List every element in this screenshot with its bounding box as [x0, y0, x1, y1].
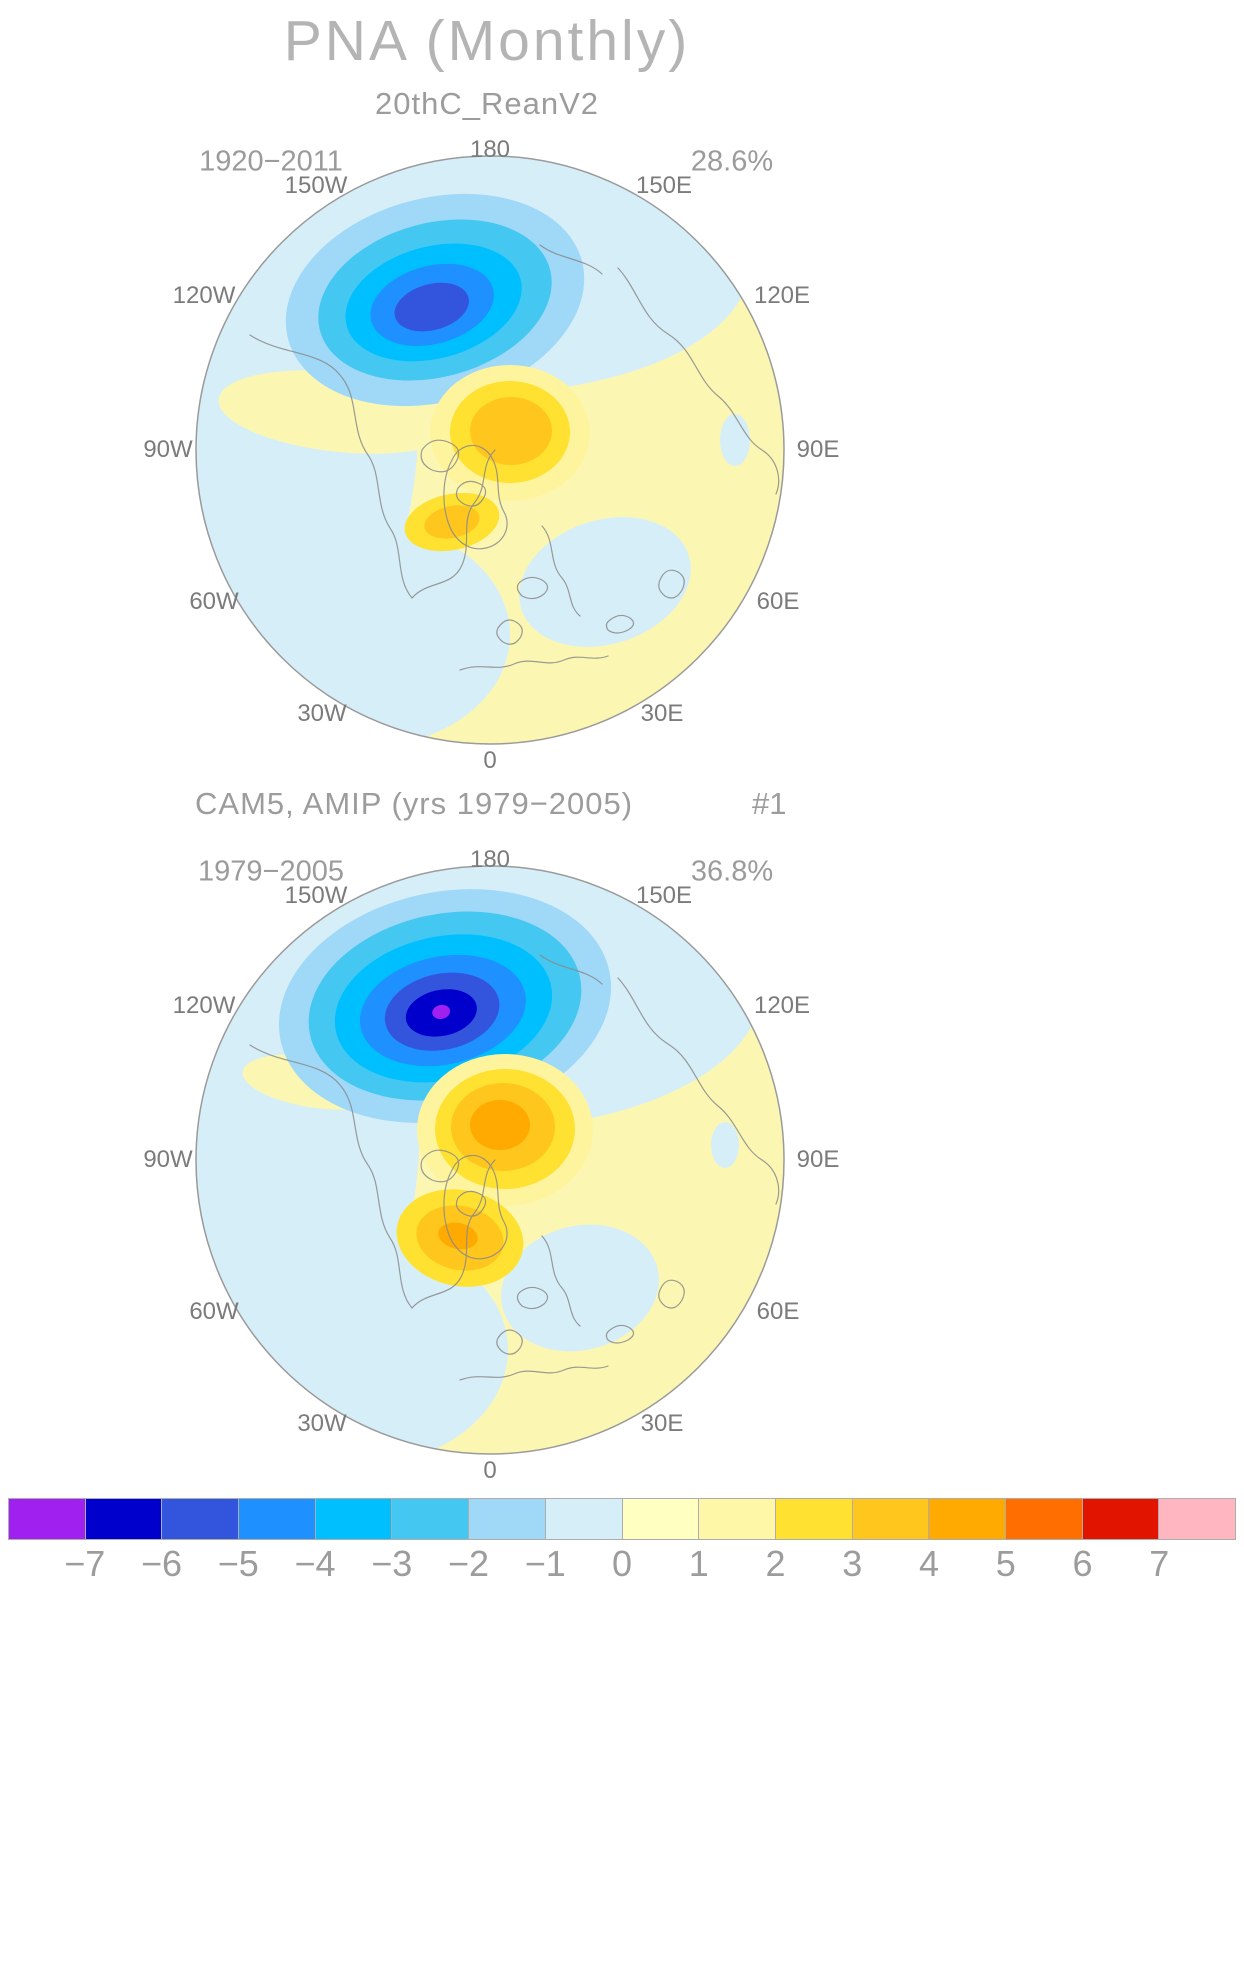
colorbar-tick-label: 3 — [842, 1543, 863, 1584]
colorbar-cell — [1158, 1498, 1236, 1540]
panel1-subtitle: 20thC_ReanV2 — [375, 86, 599, 121]
colorbar-tick-label: −4 — [294, 1543, 336, 1584]
colorbar-cell — [544, 1498, 623, 1540]
lon-label: 150W — [284, 882, 348, 909]
lon-label: 150E — [635, 882, 693, 909]
lon-label: 150E — [635, 172, 693, 199]
colorbar-cell — [1004, 1498, 1083, 1540]
extreme-negative-dot — [432, 1004, 451, 1020]
lon-label: 60E — [756, 588, 800, 615]
colorbar-cell — [391, 1498, 470, 1540]
colorbar-cell — [161, 1498, 240, 1540]
lon-label: 180 — [469, 136, 511, 163]
panel1-variance: 28.6% — [690, 145, 774, 178]
colorbar-tick-label: −7 — [64, 1543, 106, 1584]
map-boundary — [195, 155, 785, 745]
map-20thc-reanv2 — [195, 155, 785, 745]
lon-label: 120E — [753, 282, 811, 309]
colorbar-cell — [774, 1498, 853, 1540]
lon-label: 180 — [469, 846, 511, 873]
colorbar-tick-label: 1 — [688, 1543, 709, 1584]
lon-label: 30W — [297, 1410, 347, 1437]
lon-label: 60W — [189, 1298, 239, 1325]
lon-label: 90E — [796, 1146, 840, 1173]
colorbar-tick-label: −6 — [140, 1543, 183, 1584]
map-cam5-amip — [195, 865, 785, 1455]
colorbar-tick-label: 4 — [918, 1543, 940, 1584]
lon-label: 30W — [297, 700, 347, 727]
panel2-period: 1979−2005 — [198, 855, 344, 888]
lon-label: 30E — [640, 700, 684, 727]
lon-label: 120W — [172, 282, 236, 309]
lon-label: 90E — [796, 436, 840, 463]
negative-center-rings — [285, 193, 585, 407]
panel2-subtitle: CAM5, AMIP (yrs 1979−2005) — [195, 786, 634, 821]
colorbar-cell — [84, 1498, 163, 1540]
panel2-variance: 36.8% — [690, 855, 774, 888]
colorbar — [8, 1498, 1236, 1540]
colorbar-tick-label: −1 — [524, 1543, 566, 1584]
colorbar-tick-label: −5 — [217, 1543, 259, 1584]
colorbar-cell — [698, 1498, 776, 1540]
colorbar-cell — [851, 1498, 930, 1540]
lon-label: 90W — [143, 1146, 193, 1173]
lon-label: 0 — [483, 747, 497, 774]
lon-label: 60E — [756, 1298, 800, 1325]
lon-label: 150W — [284, 172, 348, 199]
lon-label: 120E — [753, 992, 811, 1019]
colorbar-cell — [238, 1498, 316, 1540]
colorbar-cell — [8, 1498, 86, 1540]
negative-center-rings — [278, 889, 612, 1123]
colorbar-tick-label: −3 — [371, 1543, 413, 1584]
colorbar-cell — [621, 1498, 700, 1540]
colorbar-cell — [314, 1498, 393, 1540]
panel-20thc-reanv2: 1920−2011 28.6% — [140, 130, 840, 795]
lon-label: 60W — [189, 588, 239, 615]
figure-title: PNA (Monthly) — [283, 9, 691, 73]
colorbar-tick-label: 2 — [765, 1543, 786, 1584]
panel1-period: 1920−2011 — [199, 145, 343, 178]
colorbar-labels: −7 −6 −5 −4 −3 −2 −1 0 1 2 3 4 5 6 7 — [8, 1541, 1236, 1587]
lon-label: 30E — [640, 1410, 684, 1437]
panel2-member: #1 — [752, 786, 787, 821]
colorbar-cell — [1081, 1498, 1160, 1540]
lon-label: 0 — [483, 1457, 497, 1484]
colorbar-tick-label: −2 — [447, 1543, 490, 1584]
lon-label: 90W — [143, 436, 193, 463]
panel-cam5-amip: 1979−2005 36.8% — [140, 840, 840, 1505]
colorbar-tick-label: 7 — [1149, 1543, 1170, 1584]
colorbar-tick-label: 5 — [995, 1543, 1016, 1584]
positive-center-rings — [404, 365, 590, 552]
lon-label: 120W — [172, 992, 236, 1019]
colorbar-cell — [928, 1498, 1006, 1540]
colorbar-cell — [468, 1498, 546, 1540]
colorbar-tick-label: 0 — [611, 1543, 633, 1584]
positive-center-rings — [396, 1054, 593, 1287]
map-boundary — [195, 865, 785, 1455]
colorbar-tick-label: 6 — [1072, 1543, 1093, 1584]
